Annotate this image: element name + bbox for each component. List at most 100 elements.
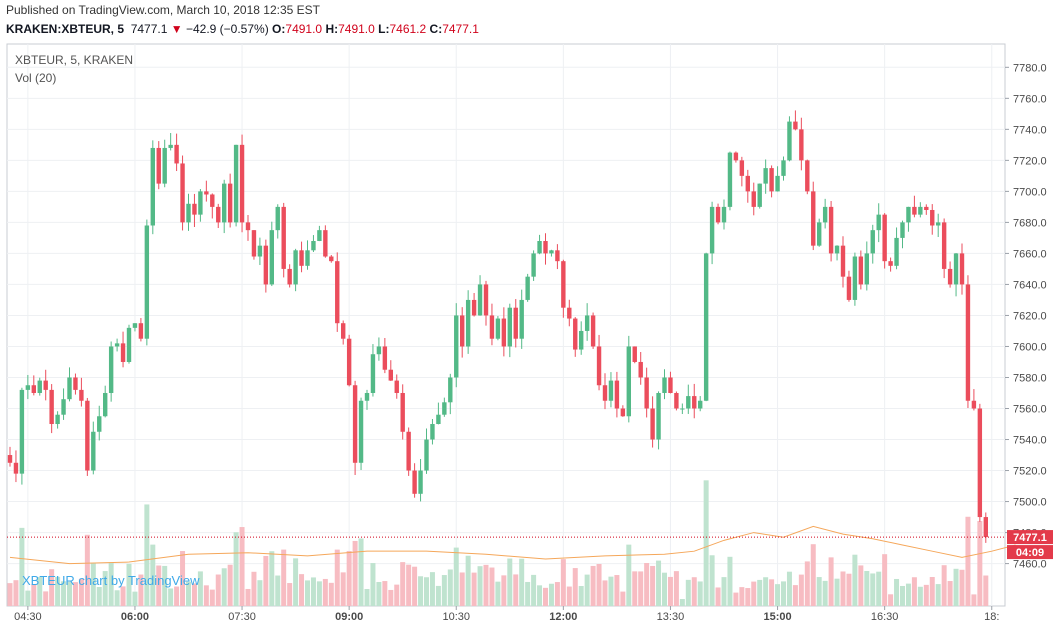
candle-body[interactable] (210, 194, 215, 207)
candle-body[interactable] (501, 318, 507, 347)
candle-body[interactable] (864, 253, 869, 285)
candle-body[interactable] (394, 380, 399, 393)
candle-body[interactable] (364, 392, 370, 401)
candle-body[interactable] (489, 315, 495, 339)
candle-body[interactable] (674, 392, 679, 409)
candle-body[interactable] (733, 152, 739, 161)
candle-body[interactable] (573, 318, 578, 350)
candle-body[interactable] (19, 389, 25, 474)
candle-body[interactable] (216, 206, 221, 223)
candle-body[interactable] (870, 230, 875, 254)
candle-body[interactable] (61, 399, 66, 415)
candle-body[interactable] (287, 268, 292, 285)
candle-body[interactable] (715, 206, 721, 223)
candle-body[interactable] (483, 284, 489, 316)
candle-body[interactable] (293, 250, 298, 285)
candle-body[interactable] (281, 206, 286, 269)
candle-body[interactable] (793, 121, 798, 130)
candle-body[interactable] (49, 389, 54, 425)
candle-body[interactable] (406, 431, 411, 471)
candle-body[interactable] (543, 241, 548, 254)
candle-body[interactable] (620, 408, 626, 417)
candle-body[interactable] (846, 276, 852, 300)
candle-body[interactable] (269, 230, 274, 285)
candle-body[interactable] (590, 315, 596, 347)
candle-body[interactable] (198, 191, 203, 215)
candle-body[interactable] (97, 416, 102, 432)
candle-body[interactable] (739, 160, 745, 176)
candle-body[interactable] (275, 206, 280, 231)
y-axis[interactable]: 7460.07480.07500.07520.07540.07560.07580… (1005, 62, 1047, 571)
candle-body[interactable] (346, 338, 352, 386)
candle-body[interactable] (888, 261, 893, 266)
candle-body[interactable] (418, 470, 423, 494)
candle-body[interactable] (430, 424, 435, 440)
candle-body[interactable] (73, 377, 78, 390)
candle-body[interactable] (709, 206, 715, 254)
candle-body[interactable] (465, 299, 471, 347)
candle-body[interactable] (180, 163, 185, 223)
candle-body[interactable] (751, 191, 756, 207)
candle-body[interactable] (471, 299, 477, 316)
candle-body[interactable] (31, 385, 36, 393)
candle-body[interactable] (662, 377, 667, 393)
candle-body[interactable] (138, 323, 144, 339)
candle-body[interactable] (930, 209, 935, 226)
candle-body[interactable] (43, 380, 48, 390)
candle-body[interactable] (567, 307, 572, 319)
candle-body[interactable] (376, 346, 382, 355)
candle-body[interactable] (442, 402, 447, 415)
candle-body[interactable] (370, 354, 376, 393)
candle-body[interactable] (245, 222, 251, 231)
candle-body[interactable] (745, 175, 750, 192)
candle-body[interactable] (811, 191, 816, 246)
candle-body[interactable] (787, 121, 792, 161)
candle-body[interactable] (352, 385, 358, 463)
x-axis[interactable]: 04:30 06:00 07:30 09:00 10:30 12:00 13:30 15:00… (14, 606, 999, 623)
candle-body[interactable] (91, 431, 96, 471)
candle-body[interactable] (525, 276, 530, 300)
candle-body[interactable] (388, 369, 393, 381)
candle-body[interactable] (186, 203, 191, 223)
candle-body[interactable] (698, 400, 703, 409)
candle-body[interactable] (912, 206, 917, 215)
candle-body[interactable] (537, 241, 542, 254)
candle-body[interactable] (692, 396, 697, 409)
candle-body[interactable] (222, 183, 227, 223)
candle-body[interactable] (817, 222, 822, 246)
candle-body[interactable] (656, 392, 661, 440)
candle-body[interactable] (632, 346, 637, 362)
candle-body[interactable] (329, 256, 334, 262)
candle-body[interactable] (965, 284, 971, 401)
candle-body[interactable] (174, 144, 179, 164)
candle-body[interactable] (382, 346, 388, 370)
candle-body[interactable] (126, 327, 132, 362)
candle-body[interactable] (233, 144, 239, 223)
candle-body[interactable] (858, 256, 864, 285)
candle-body[interactable] (686, 396, 691, 409)
candle-body[interactable] (257, 245, 263, 257)
candle-body[interactable] (436, 414, 441, 425)
candle-body[interactable] (971, 400, 977, 409)
candle-body[interactable] (120, 343, 126, 362)
candle-body[interactable] (650, 408, 655, 440)
candle-body[interactable] (55, 414, 60, 425)
candle-body[interactable] (108, 346, 114, 393)
candle-body[interactable] (834, 245, 840, 254)
candle-body[interactable] (680, 408, 685, 410)
candle-body[interactable] (85, 400, 90, 471)
candle-body[interactable] (424, 439, 429, 471)
candle-body[interactable] (763, 168, 768, 184)
candle-body[interactable] (959, 253, 965, 285)
candle-body[interactable] (323, 230, 328, 257)
candle-body[interactable] (644, 377, 649, 409)
candle-body[interactable] (828, 206, 834, 254)
candle-body[interactable] (799, 129, 804, 161)
candle-body[interactable] (7, 455, 13, 463)
candle-body[interactable] (335, 261, 340, 324)
candle-body[interactable] (204, 191, 209, 195)
candle-body[interactable] (894, 237, 899, 266)
candle-body[interactable] (775, 175, 780, 192)
candle-body[interactable] (513, 307, 518, 339)
candle-body[interactable] (906, 206, 911, 223)
